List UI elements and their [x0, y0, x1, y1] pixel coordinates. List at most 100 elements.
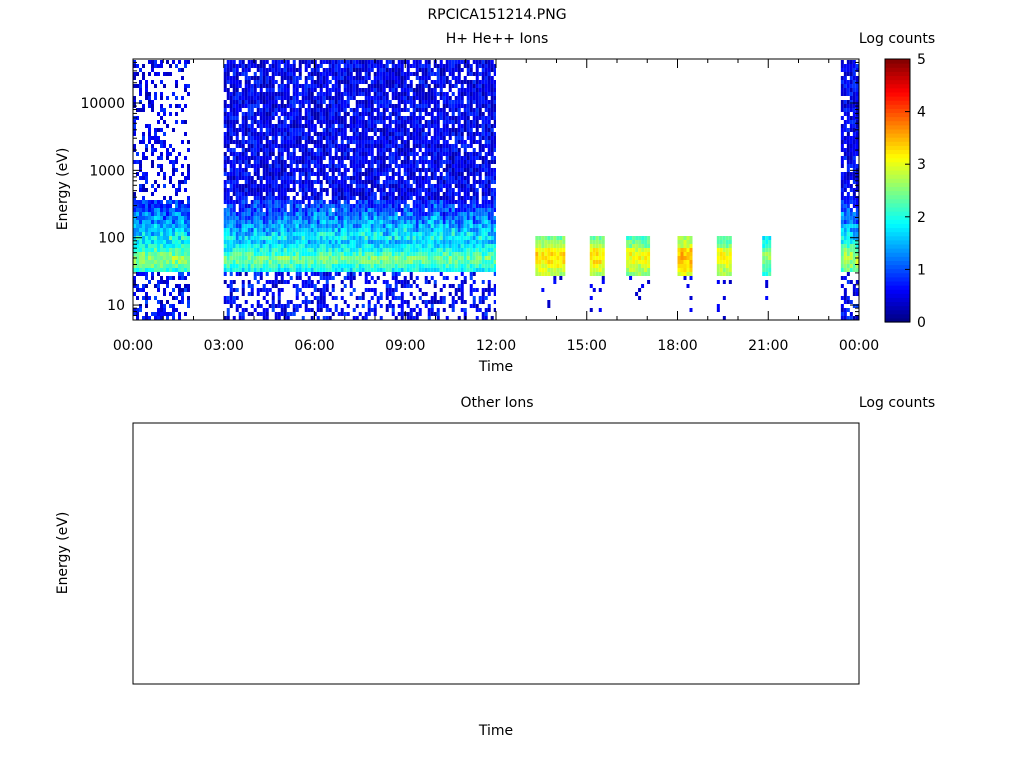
spectrogram-cell: [172, 312, 175, 316]
spectrogram-cell: [259, 148, 263, 152]
spectrogram-cell: [184, 256, 187, 260]
spectrogram-cell: [295, 144, 299, 148]
spectrogram-cell: [379, 236, 383, 240]
spectrogram-cell: [373, 220, 377, 224]
spectrogram-cell: [355, 184, 359, 188]
spectrogram-cell: [451, 172, 455, 176]
spectrogram-cell: [370, 80, 374, 84]
spectrogram-cell: [280, 224, 284, 228]
spectrogram-cell: [316, 256, 320, 260]
spectrogram-cell: [340, 268, 344, 272]
spectrogram-cell: [460, 188, 464, 192]
spectrogram-cell: [325, 276, 329, 280]
spectrogram-cell: [466, 156, 470, 160]
spectrogram-cell: [151, 228, 154, 232]
spectrogram-cell: [448, 236, 452, 240]
spectrogram-cell: [379, 156, 383, 160]
spectrogram-cell: [457, 128, 461, 132]
spectrogram-cell: [235, 304, 239, 308]
spectrogram-cell: [334, 188, 338, 192]
spectrogram-cell: [313, 244, 317, 248]
spectrogram-cell: [343, 132, 347, 136]
spectrogram-cell: [427, 216, 431, 220]
spectrogram-cell: [178, 188, 181, 192]
spectrogram-cell: [262, 144, 266, 148]
spectrogram-cell: [439, 244, 443, 248]
spectrogram-cell: [283, 172, 287, 176]
spectrogram-cell: [448, 128, 452, 132]
spectrogram-cell: [421, 64, 425, 68]
spectrogram-cell: [328, 180, 332, 184]
spectrogram-cell: [355, 304, 359, 308]
spectrogram-cell: [424, 236, 428, 240]
spectrogram-cell: [445, 200, 449, 204]
spectrogram-cell: [400, 188, 404, 192]
spectrogram-cell: [283, 188, 287, 192]
spectrogram-cell: [232, 156, 236, 160]
spectrogram-cell: [307, 84, 311, 88]
spectrogram-cell: [178, 180, 181, 184]
spectrogram-cell: [364, 88, 368, 92]
spectrogram-cell: [295, 276, 299, 280]
spectrogram-cell: [355, 252, 359, 256]
spectrogram-cell: [355, 112, 359, 116]
spectrogram-cell: [253, 240, 257, 244]
spectrogram-cell: [166, 248, 169, 252]
spectrogram-cell: [319, 80, 323, 84]
spectrogram-cell: [247, 80, 251, 84]
spectrogram-cell: [373, 128, 377, 132]
spectrogram-cell: [166, 260, 169, 264]
spectrogram-cell: [307, 196, 311, 200]
spectrogram-cell: [316, 316, 320, 320]
spectrogram-cell: [352, 176, 356, 180]
spectrogram-cell: [394, 252, 398, 256]
spectrogram-cell: [448, 68, 452, 72]
spectrogram-cell: [142, 252, 145, 256]
spectrogram-cell: [292, 120, 296, 124]
spectrogram-cell: [328, 112, 332, 116]
spectrogram-cell: [274, 268, 278, 272]
spectrogram-cell: [346, 184, 350, 188]
spectrogram-cell: [376, 240, 380, 244]
spectrogram-cell: [454, 208, 458, 212]
spectrogram-cell: [235, 240, 239, 244]
spectrogram-cell: [373, 180, 377, 184]
spectrogram-cell: [430, 296, 434, 300]
spectrogram-cell: [151, 256, 154, 260]
spectrogram-cell: [307, 276, 311, 280]
spectrogram-cell: [385, 204, 389, 208]
spectrogram-cell: [160, 316, 163, 320]
spectrogram-cell: [148, 240, 151, 244]
spectrogram-cell: [181, 236, 184, 240]
spectrogram-cell: [244, 72, 248, 76]
spectrogram-cell: [427, 244, 431, 248]
spectrogram-cell: [319, 84, 323, 88]
spectrogram-cell: [229, 172, 233, 176]
spectrogram-cell: [229, 196, 233, 200]
spectrogram-cell: [463, 240, 467, 244]
spectrogram-cell: [430, 172, 434, 176]
spectrogram-cell: [448, 164, 452, 168]
spectrogram-cell: [382, 228, 386, 232]
spectrogram-cell: [262, 132, 266, 136]
spectrogram-cell: [340, 148, 344, 152]
spectrogram-cell: [460, 208, 464, 212]
spectrogram-cell: [364, 188, 368, 192]
spectrogram-cell: [394, 120, 398, 124]
spectrogram-cell: [229, 136, 233, 140]
spectrogram-cell: [445, 76, 449, 80]
spectrogram-cell: [157, 284, 160, 288]
spectrogram-cell: [298, 64, 302, 68]
spectrogram-cell: [415, 84, 419, 88]
spectrogram-cell: [175, 156, 178, 160]
spectrogram-cell: [325, 216, 329, 220]
spectrogram-cell: [244, 160, 248, 164]
spectrogram-cell: [373, 100, 377, 104]
spectrogram-cell: [364, 272, 368, 276]
spectrogram-cell: [448, 100, 452, 104]
spectrogram-cell: [424, 248, 428, 252]
spectrogram-cell: [394, 144, 398, 148]
spectrogram-cell: [334, 116, 338, 120]
spectrogram-cell: [382, 108, 386, 112]
spectrogram-cell: [259, 252, 263, 256]
